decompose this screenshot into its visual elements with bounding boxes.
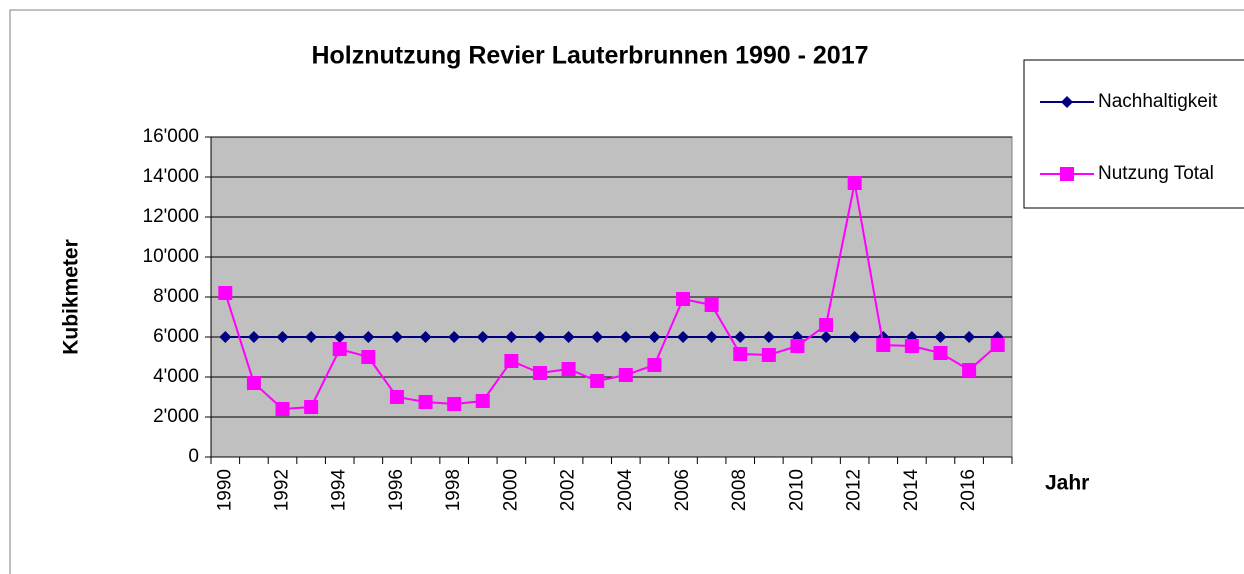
data-point — [677, 331, 690, 343]
x-tick-label: 2000 — [500, 469, 521, 511]
data-point — [648, 331, 661, 343]
legend-marker — [1061, 96, 1073, 108]
x-tick-label: 1990 — [214, 469, 235, 511]
x-tick-label: 2012 — [844, 469, 865, 511]
x-tick-label: 2016 — [958, 469, 979, 511]
series-line — [224, 182, 999, 411]
data-point — [418, 395, 433, 409]
x-tick-label: 2002 — [558, 469, 579, 511]
y-tick-label: 8'000 — [153, 286, 199, 307]
data-point — [562, 331, 575, 343]
x-tick-label: 2010 — [786, 469, 807, 511]
data-point — [962, 363, 977, 377]
y-tick-label: 14'000 — [143, 166, 199, 187]
data-point — [647, 358, 662, 372]
chart-title: Holznutzung Revier Lauterbrunnen 1990 - … — [311, 42, 868, 70]
data-point — [904, 339, 919, 353]
y-tick-label: 2'000 — [153, 406, 199, 427]
data-point — [533, 331, 546, 343]
x-tick-label: 1994 — [329, 469, 350, 512]
y-tick-label: 12'000 — [143, 206, 199, 227]
data-point — [390, 331, 403, 343]
data-point — [762, 331, 775, 343]
data-point — [733, 347, 748, 361]
data-point — [847, 176, 862, 190]
legend-marker — [1060, 167, 1074, 181]
x-tick-label: 2004 — [615, 469, 636, 512]
x-tick-label: 1998 — [443, 469, 464, 511]
data-point — [933, 346, 948, 360]
data-point — [447, 397, 462, 411]
x-tick-label: 2006 — [672, 469, 693, 511]
y-tick-label: 0 — [188, 446, 199, 467]
data-point — [219, 331, 232, 343]
data-point — [333, 331, 346, 343]
data-point — [332, 342, 347, 356]
data-point — [705, 331, 718, 343]
data-point — [561, 362, 576, 376]
data-point — [848, 331, 861, 343]
legend-label: Nutzung Total — [1098, 163, 1214, 184]
data-point — [990, 338, 1005, 352]
data-point — [361, 350, 376, 364]
data-point — [305, 331, 318, 343]
y-axis-label: Kubikmeter — [60, 239, 83, 355]
y-tick-label: 6'000 — [153, 326, 199, 347]
data-point — [819, 318, 834, 332]
x-tick-label: 1992 — [272, 469, 293, 511]
y-tick-label: 4'000 — [153, 366, 199, 387]
x-tick-label: 1996 — [386, 469, 407, 511]
data-point — [362, 331, 375, 343]
data-point — [419, 331, 432, 343]
data-point — [790, 339, 805, 353]
data-point — [275, 402, 290, 416]
y-tick-label: 16'000 — [143, 126, 199, 147]
data-point — [247, 331, 260, 343]
data-point — [619, 331, 632, 343]
data-point — [304, 400, 319, 414]
data-point — [476, 331, 489, 343]
data-point — [876, 338, 891, 352]
data-point — [761, 348, 776, 362]
y-tick-label: 10'000 — [143, 246, 199, 267]
data-point — [591, 331, 604, 343]
data-point — [389, 390, 404, 404]
x-axis-label: Jahr — [1045, 472, 1089, 495]
data-point — [532, 366, 547, 380]
data-point — [618, 368, 633, 382]
data-point — [734, 331, 747, 343]
x-tick-label: 2014 — [901, 469, 922, 512]
data-point — [276, 331, 289, 343]
data-point — [934, 331, 947, 343]
data-point — [676, 292, 691, 306]
data-point — [963, 331, 976, 343]
data-point — [590, 374, 605, 388]
data-point — [505, 331, 518, 343]
data-point — [704, 298, 719, 312]
x-tick-label: 2008 — [729, 469, 750, 511]
legend-box — [1023, 59, 1244, 209]
data-point — [504, 354, 519, 368]
data-point — [448, 331, 461, 343]
data-point — [246, 376, 261, 390]
data-point — [475, 394, 490, 408]
data-point — [218, 286, 233, 300]
legend-label: Nachhaltigkeit — [1098, 91, 1218, 112]
data-point — [820, 331, 833, 343]
